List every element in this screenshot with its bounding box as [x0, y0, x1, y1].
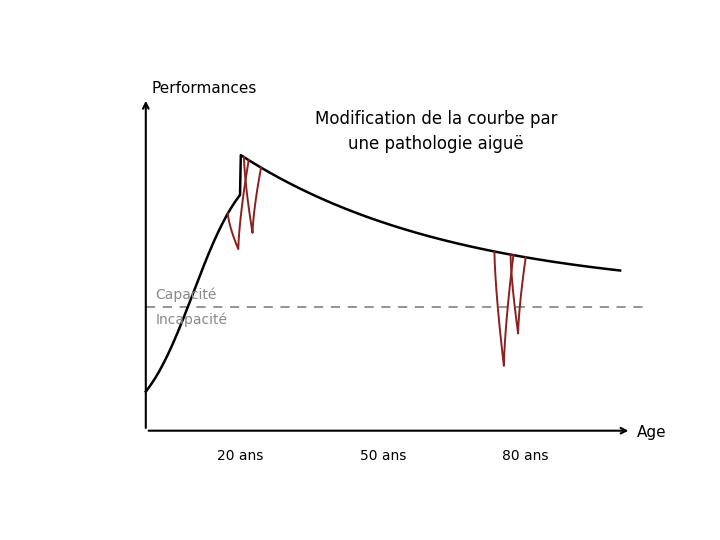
- Text: Incapacité: Incapacité: [156, 313, 228, 327]
- Text: Modification de la courbe par
une pathologie aiguë: Modification de la courbe par une pathol…: [315, 110, 557, 153]
- Text: Performances: Performances: [151, 81, 257, 96]
- Text: Age: Age: [637, 426, 667, 440]
- Text: 80 ans: 80 ans: [502, 449, 549, 463]
- Text: 50 ans: 50 ans: [360, 449, 406, 463]
- Text: Capacité: Capacité: [156, 288, 217, 302]
- Text: 20 ans: 20 ans: [217, 449, 264, 463]
